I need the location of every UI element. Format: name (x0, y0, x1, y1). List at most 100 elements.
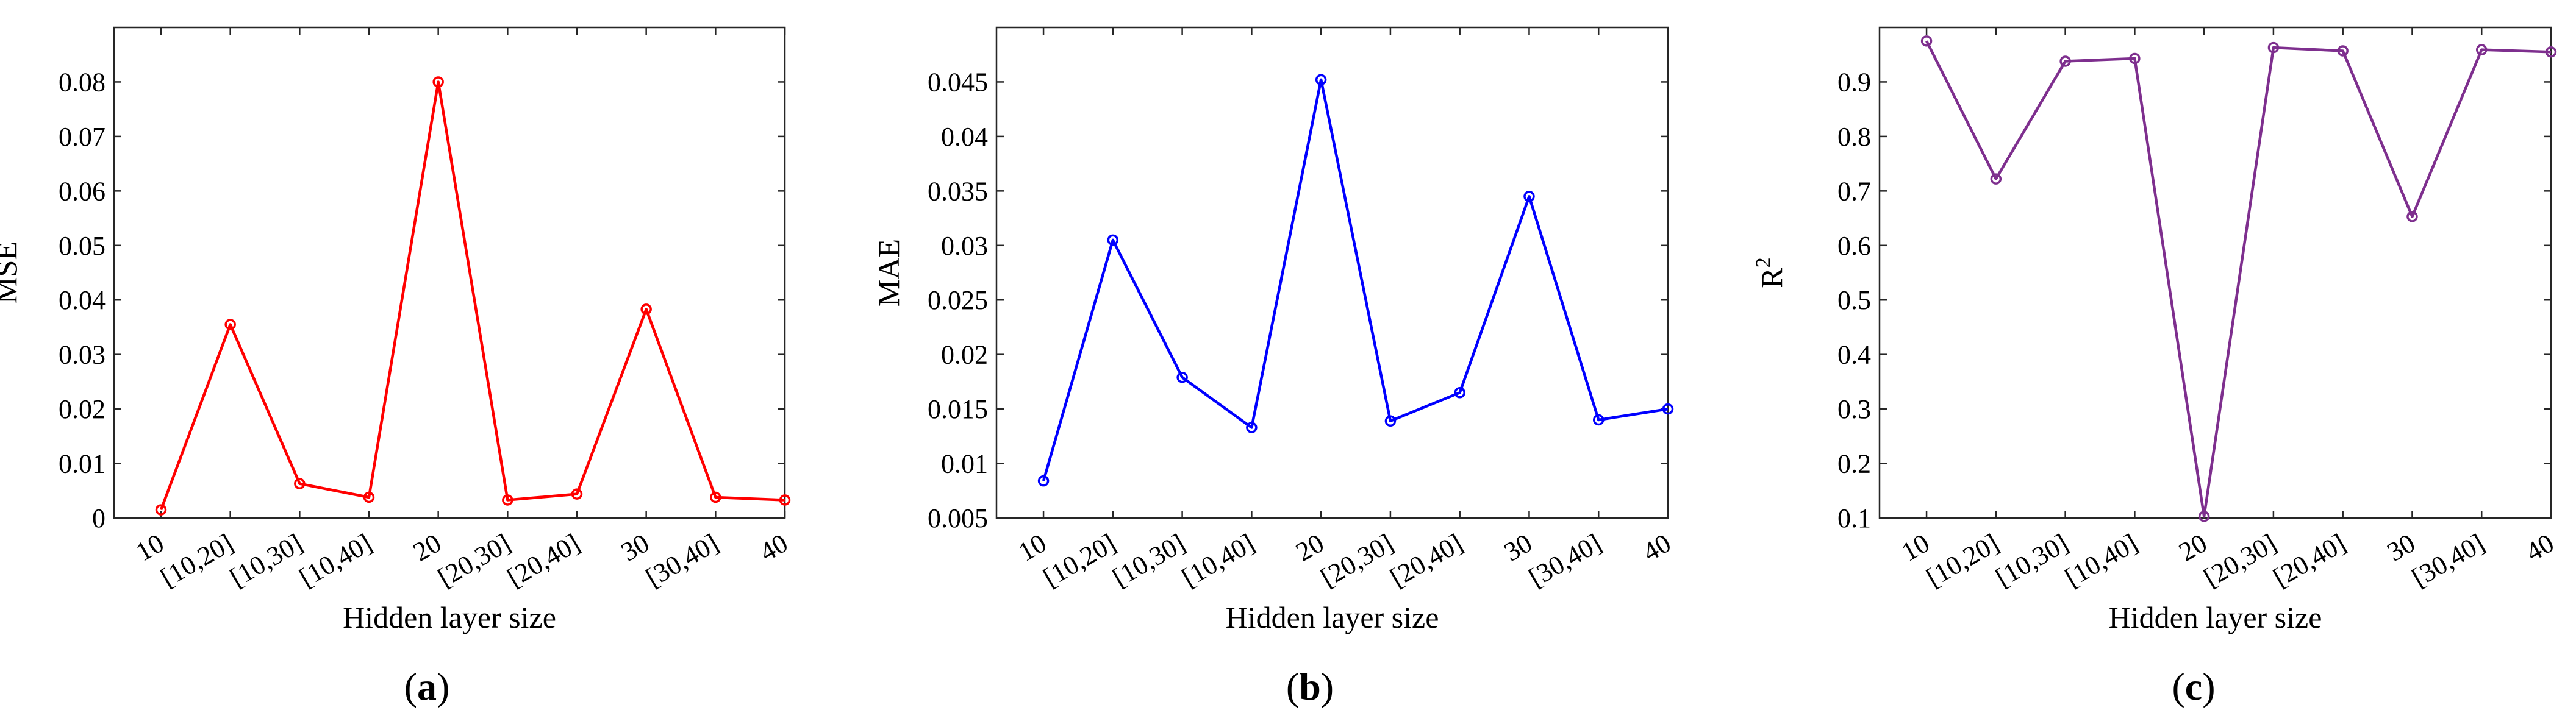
data-point (640, 303, 652, 315)
x-tick-label: [10,20] (1038, 528, 1121, 593)
y-tick-label: 0.05 (59, 231, 106, 261)
x-tick-label: [10,40] (2060, 528, 2143, 593)
x-tick-label: 10 (1896, 528, 1934, 567)
y-tick-label: 0.2 (1837, 449, 1871, 479)
series-line (1925, 40, 2552, 518)
y-tick-label: 0.03 (941, 231, 988, 261)
y-tick-label: 0.045 (928, 67, 988, 97)
chart-panel-a: 0 0.01 0.02 0.03 0.04 0.05 0.06 0.07 0.08 10[10,2… (0, 26, 793, 708)
x-tick-label: [10,30] (1991, 528, 2073, 593)
y-tick-label: 0.02 (59, 394, 106, 424)
data-point (1990, 173, 2002, 185)
y-tick-label: 0.5 (1837, 285, 1871, 315)
y-axis-title: MAE (871, 239, 906, 307)
data-point (155, 504, 167, 516)
y-tick-label: 0.015 (928, 394, 988, 424)
series-line (159, 80, 785, 511)
data-point (432, 76, 444, 88)
chart-panel-b: 0.005 0.01 0.015 0.02 0.025 0.03 0.035 0.04 0.04… (871, 26, 1676, 708)
x-tick-label: [10,20] (156, 528, 238, 593)
data-point (2475, 44, 2488, 55)
x-axis-title: Hidden layer size (2109, 600, 2322, 634)
data-point (2059, 55, 2071, 67)
data-point (363, 491, 375, 503)
x-tick-label: [30,40] (2407, 528, 2490, 593)
data-point (1920, 35, 1933, 47)
x-tick-label: 20 (1291, 528, 1329, 567)
x-axis-title: Hidden layer size (1226, 600, 1439, 634)
data-point (1454, 387, 1465, 399)
data-point (1107, 234, 1119, 246)
y-tick-label: 0 (92, 503, 106, 533)
data-point (779, 494, 791, 506)
x-tick-label: [10,20] (1921, 528, 2004, 593)
x-tick-label: 10 (131, 528, 169, 567)
y-tick-label: 0.07 (59, 122, 106, 152)
data-point (2545, 46, 2557, 58)
data-point (2198, 511, 2210, 522)
x-tick-label: [20,40] (2268, 528, 2351, 593)
x-tick-label: 30 (616, 528, 654, 567)
x-tick-label: [10,30] (225, 528, 308, 593)
y-tick-label: 0.01 (941, 449, 988, 479)
panel-label: (b) (1286, 665, 1334, 708)
data-point (1662, 403, 1674, 415)
y-tick-label: 0.6 (1837, 231, 1871, 261)
x-tick-label: [10,40] (294, 528, 377, 593)
data-point (294, 478, 306, 489)
y-tick-label: 0.04 (941, 122, 988, 152)
x-tick-label: [30,40] (1524, 528, 1607, 593)
data-point (1176, 371, 1188, 383)
y-tick-label: 0.4 (1837, 340, 1871, 370)
y-tick-label: 0.03 (59, 340, 106, 370)
panels: 00.010.020.030.040.050.060.070.0810[10,2… (0, 26, 2559, 708)
x-tick-label: [30,40] (641, 528, 724, 593)
y-tick-label: 0.035 (928, 176, 988, 206)
y-tick-label: 0.04 (59, 285, 106, 315)
x-tick-label: [20,30] (2199, 528, 2281, 593)
y-tick-label: 0.025 (928, 285, 988, 315)
y-axis-title-superscript: 2 (1752, 257, 1775, 268)
plot-frame (995, 26, 1669, 519)
data-point (2337, 45, 2349, 57)
y-tick-label: 0.7 (1837, 176, 1871, 206)
x-tick-label: 10 (1013, 528, 1051, 567)
x-tick-label: [20,40] (1385, 528, 1468, 593)
x-tick-label: 20 (2174, 528, 2213, 567)
data-point (2406, 211, 2418, 222)
panel-label: (a) (404, 665, 450, 708)
plot-frame (113, 26, 786, 519)
data-point (1315, 74, 1327, 86)
y-tick-label: 0.1 (1837, 503, 1871, 533)
data-point (1246, 422, 1258, 433)
x-tick-label: 40 (2521, 528, 2559, 567)
series-line (1042, 78, 1669, 481)
y-tick-label: 0.02 (941, 340, 988, 370)
y-tick-label: 0.9 (1837, 67, 1871, 97)
y-axis-title: R2 (1752, 257, 1789, 288)
data-point (2267, 41, 2280, 54)
y-tick-label: 0.08 (59, 67, 106, 97)
x-tick-label: [20,30] (433, 528, 516, 593)
data-point (224, 319, 236, 330)
x-tick-label: [20,40] (502, 528, 585, 593)
y-tick-label: 0.005 (928, 503, 988, 533)
y-tick-label: 0.01 (59, 449, 106, 479)
data-point (1592, 414, 1605, 426)
x-tick-label: 30 (1499, 528, 1537, 567)
y-tick-label: 0.3 (1837, 394, 1871, 424)
data-point (2129, 52, 2141, 65)
data-point (502, 494, 513, 506)
data-point (1384, 415, 1397, 427)
chart-panel-c: 0.10.20.30.40.50.60.70.80.910[10,20][10,… (1752, 26, 2559, 708)
x-tick-label: 20 (408, 528, 446, 567)
x-tick-label: 40 (1637, 528, 1676, 567)
y-axis-title: MSE (0, 241, 23, 304)
panel-label: (c) (2172, 665, 2215, 708)
y-tick-label: 0.06 (59, 176, 106, 206)
x-tick-label: 40 (754, 528, 793, 567)
data-point (1037, 475, 1050, 487)
x-axis-title: Hidden layer size (343, 600, 556, 634)
x-tick-label: [10,30] (1107, 528, 1190, 593)
